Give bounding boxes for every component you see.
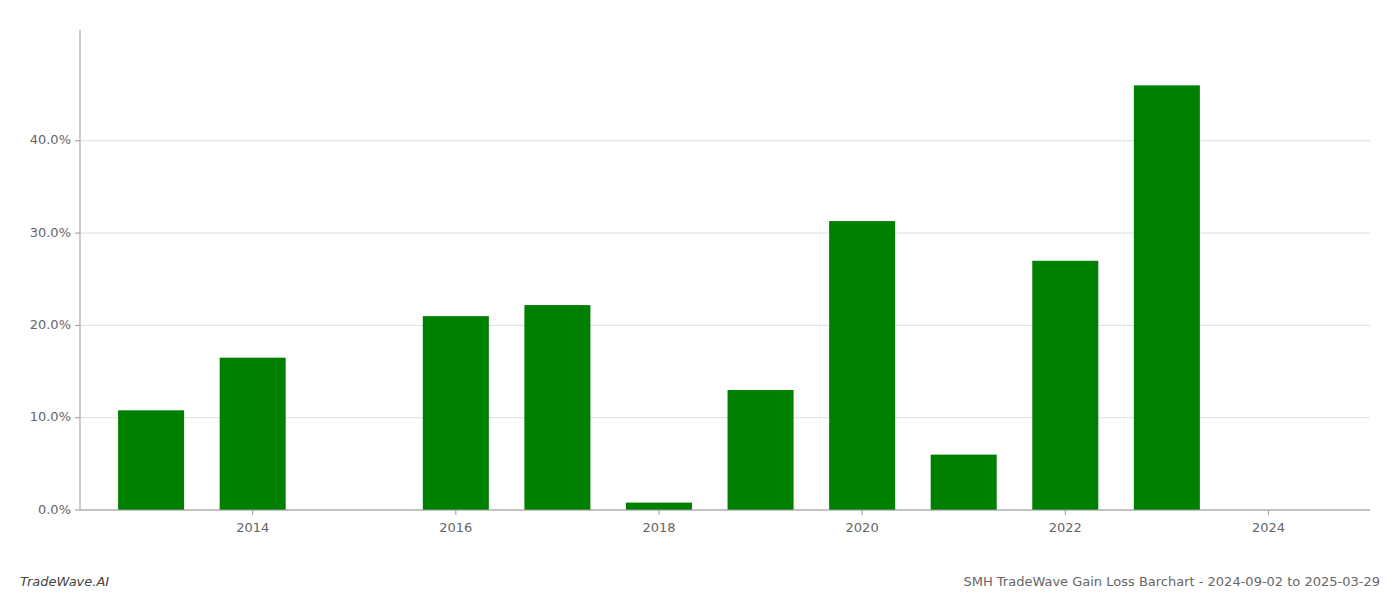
x-axis-line	[80, 510, 1370, 511]
y-axis: 0.0% 10.0% 20.0% 30.0% 40.0%	[30, 30, 80, 517]
x-tick	[862, 510, 863, 515]
chart-svg: 0.0% 10.0% 20.0% 30.0% 40.0% 2014 2016 2018 2020…	[0, 0, 1400, 600]
bar	[728, 390, 794, 510]
y-tick	[75, 510, 80, 511]
y-tick-label: 20.0%	[30, 317, 71, 332]
y-tick-label: 10.0%	[30, 409, 71, 424]
x-tick-label: 2016	[439, 520, 472, 535]
x-tick-label: 2022	[1049, 520, 1082, 535]
x-tick	[658, 510, 659, 515]
x-tick	[1268, 510, 1269, 515]
chart-container: 0.0% 10.0% 20.0% 30.0% 40.0% 2014 2016 2018 2020…	[0, 0, 1400, 600]
x-tick-label: 2014	[236, 520, 269, 535]
y-tick-label: 30.0%	[30, 225, 71, 240]
x-tick-label: 2024	[1252, 520, 1285, 535]
y-tick-label: 0.0%	[38, 502, 71, 517]
watermark: TradeWave.AI	[20, 574, 109, 589]
bar	[118, 410, 184, 510]
x-axis: 2014 2016 2018 2020 2022 2024	[80, 510, 1370, 535]
bar	[931, 455, 997, 510]
y-axis-line	[80, 30, 81, 510]
bars	[118, 85, 1200, 510]
bar	[524, 305, 590, 510]
grid-line	[80, 510, 1370, 511]
y-tick	[75, 325, 80, 326]
bar	[829, 221, 895, 510]
y-tick	[75, 417, 80, 418]
bar	[1134, 85, 1200, 510]
y-tick	[75, 233, 80, 234]
bar	[220, 358, 286, 510]
title: SMH TradeWave Gain Loss Barchart - 2024-…	[963, 574, 1380, 589]
x-tick-label: 2018	[642, 520, 675, 535]
y-tick	[75, 140, 80, 141]
bar	[423, 316, 489, 510]
x-tick	[252, 510, 253, 515]
x-tick	[455, 510, 456, 515]
bar	[1032, 261, 1098, 510]
bar	[626, 503, 692, 510]
x-tick	[1065, 510, 1066, 515]
y-tick-label: 40.0%	[30, 132, 71, 147]
x-tick-label: 2020	[846, 520, 879, 535]
